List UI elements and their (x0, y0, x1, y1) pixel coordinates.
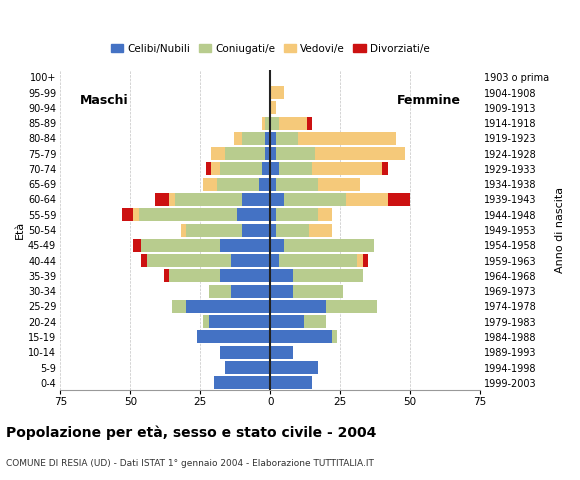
Bar (270, 361, 318, 374)
Bar (270, 346, 293, 359)
Bar (278, 254, 357, 267)
Bar (212, 162, 220, 175)
Bar (209, 315, 270, 328)
Bar (326, 300, 376, 313)
Bar (264, 147, 270, 160)
Bar (270, 285, 293, 298)
Bar (270, 178, 276, 191)
Bar (276, 147, 315, 160)
Bar (284, 193, 346, 206)
Bar (270, 224, 276, 237)
Bar (270, 254, 278, 267)
Bar (270, 162, 278, 175)
Bar (276, 178, 318, 191)
Bar (270, 193, 284, 206)
Text: Femmine: Femmine (397, 94, 461, 107)
Bar (270, 117, 278, 130)
Bar (270, 300, 326, 313)
Bar (362, 254, 368, 267)
Bar (186, 300, 270, 313)
Bar (270, 101, 276, 114)
Y-axis label: Età: Età (15, 221, 25, 239)
Bar (226, 147, 264, 160)
Bar (122, 208, 133, 221)
Bar (309, 224, 332, 237)
Bar (293, 285, 343, 298)
Text: COMUNE DI RESIA (UD) - Dati ISTAT 1° gennaio 2004 - Elaborazione TUTTITALIA.IT: COMUNE DI RESIA (UD) - Dati ISTAT 1° gen… (6, 458, 374, 468)
Bar (212, 147, 226, 160)
Bar (172, 300, 186, 313)
Bar (264, 132, 270, 145)
Bar (270, 132, 276, 145)
Bar (147, 254, 231, 267)
Bar (231, 254, 270, 267)
Legend: Celibi/Nubili, Coniugati/e, Vedovi/e, Divorziati/e: Celibi/Nubili, Coniugati/e, Vedovi/e, Di… (107, 39, 434, 58)
Bar (133, 239, 142, 252)
Bar (332, 331, 338, 344)
Bar (276, 224, 309, 237)
Bar (155, 193, 169, 206)
Bar (203, 178, 217, 191)
Bar (206, 162, 212, 175)
Bar (234, 132, 242, 145)
Text: Maschi: Maschi (80, 94, 129, 107)
Bar (242, 132, 264, 145)
Bar (220, 269, 270, 282)
Bar (270, 315, 304, 328)
Y-axis label: Anno di nascita: Anno di nascita (555, 187, 565, 273)
Bar (220, 239, 270, 252)
Bar (318, 208, 332, 221)
Bar (388, 193, 410, 206)
Bar (262, 117, 264, 130)
Bar (197, 331, 270, 344)
Bar (304, 315, 326, 328)
Bar (278, 117, 307, 130)
Bar (357, 254, 362, 267)
Bar (270, 86, 284, 99)
Bar (175, 193, 242, 206)
Bar (284, 239, 374, 252)
Bar (307, 117, 312, 130)
Bar (270, 208, 276, 221)
Bar (169, 193, 175, 206)
Bar (276, 208, 318, 221)
Bar (142, 254, 147, 267)
Bar (220, 162, 262, 175)
Bar (270, 147, 276, 160)
Bar (242, 224, 270, 237)
Bar (169, 269, 220, 282)
Bar (298, 132, 396, 145)
Bar (133, 208, 139, 221)
Bar (382, 162, 388, 175)
Bar (312, 162, 382, 175)
Bar (139, 208, 237, 221)
Bar (242, 193, 270, 206)
Bar (278, 162, 312, 175)
Bar (293, 269, 362, 282)
Bar (270, 239, 284, 252)
Bar (237, 208, 270, 221)
Text: Popolazione per età, sesso e stato civile - 2004: Popolazione per età, sesso e stato civil… (6, 425, 376, 440)
Bar (315, 147, 405, 160)
Bar (346, 193, 388, 206)
Bar (270, 269, 293, 282)
Bar (220, 346, 270, 359)
Bar (318, 178, 360, 191)
Bar (142, 239, 220, 252)
Bar (264, 117, 270, 130)
Bar (231, 285, 270, 298)
Bar (262, 162, 270, 175)
Bar (186, 224, 242, 237)
Bar (181, 224, 186, 237)
Bar (270, 376, 312, 389)
Bar (226, 361, 270, 374)
Bar (164, 269, 169, 282)
Bar (217, 178, 259, 191)
Bar (276, 132, 298, 145)
Bar (203, 315, 209, 328)
Bar (270, 331, 332, 344)
Bar (259, 178, 270, 191)
Bar (209, 285, 231, 298)
Bar (214, 376, 270, 389)
